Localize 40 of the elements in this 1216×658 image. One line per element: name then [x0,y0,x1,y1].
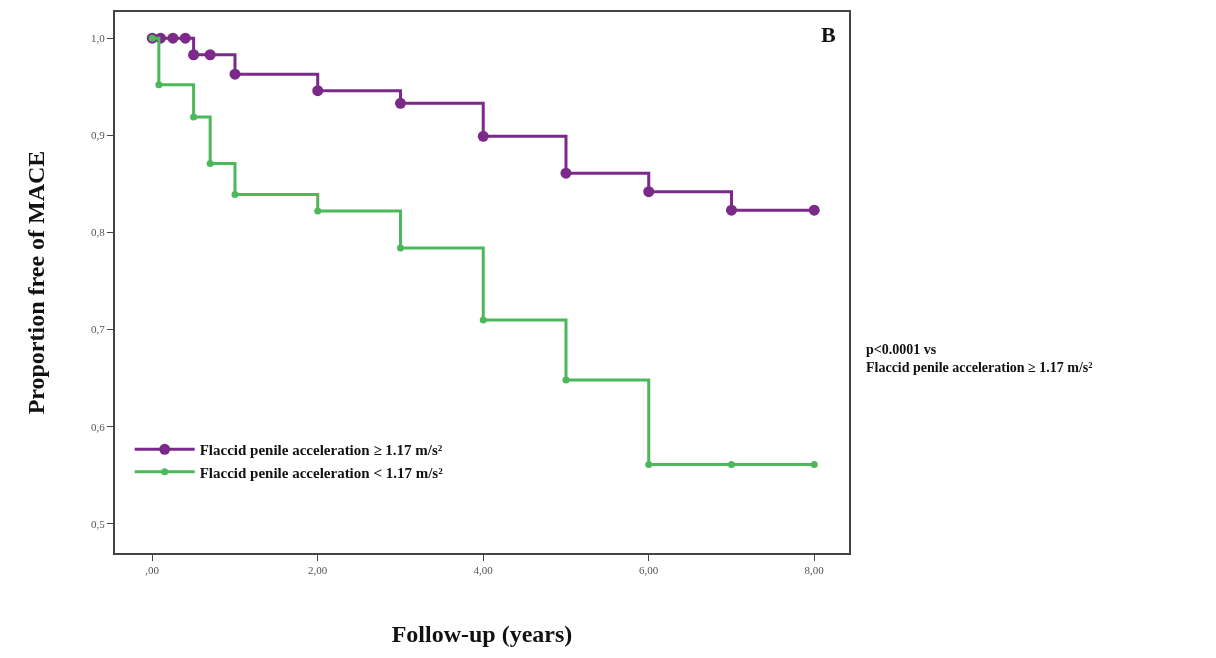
y-tick-label: 0,8 [91,226,106,239]
point [645,461,653,469]
point [190,113,198,121]
point [155,81,163,89]
y-tick-label: 0,6 [91,420,106,433]
y-axis-title: Proportion free of MACE [22,150,49,415]
point [167,32,179,44]
point [477,130,489,142]
annotation: B [821,22,836,47]
point [727,461,735,469]
legend-label: Flaccid penile acceleration ≥ 1.17 m/s² [199,442,443,459]
point [179,32,191,44]
point [562,376,570,384]
point [643,186,655,198]
legend-label: Flaccid penile acceleration < 1.17 m/s² [199,464,444,481]
point [206,160,214,168]
x-tick-label: 6,00 [639,564,659,577]
point [479,316,487,324]
point [188,49,200,61]
point [314,207,322,215]
y-tick-label: 0,5 [91,517,106,530]
y-tick-label: 0,7 [91,323,106,336]
text: p<0.0001 vs Flaccid penile acceleration ≥ 1.17 m/s² [866,342,1093,376]
x-tick-label: 4,00 [473,564,494,577]
point [204,49,216,61]
point [231,191,239,199]
point [810,461,818,469]
point [808,204,820,216]
point [312,85,324,97]
x-tick-label: 2,00 [308,564,328,577]
point [560,167,572,179]
x-tick-label: ,00 [145,564,160,577]
x-axis-title: Follow-up (years) [391,621,573,647]
point [396,244,404,252]
point [229,68,241,80]
x-tick-label: 8,00 [804,564,825,577]
y-tick-label: 1,0 [91,32,106,45]
point [725,204,737,216]
y-tick-label: 0,9 [91,129,106,142]
point [394,97,406,109]
